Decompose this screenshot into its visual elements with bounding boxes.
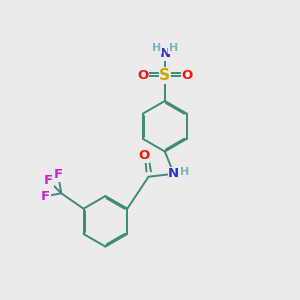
Text: S: S — [159, 68, 170, 83]
Text: H: H — [180, 167, 189, 177]
Text: H: H — [169, 43, 178, 53]
Text: N: N — [159, 47, 170, 60]
Text: F: F — [54, 168, 63, 181]
Text: N: N — [168, 167, 179, 180]
Text: O: O — [138, 149, 150, 162]
Text: O: O — [182, 69, 193, 82]
Text: O: O — [137, 69, 148, 82]
Text: F: F — [41, 190, 50, 203]
Text: H: H — [152, 43, 161, 53]
Text: F: F — [44, 174, 53, 187]
